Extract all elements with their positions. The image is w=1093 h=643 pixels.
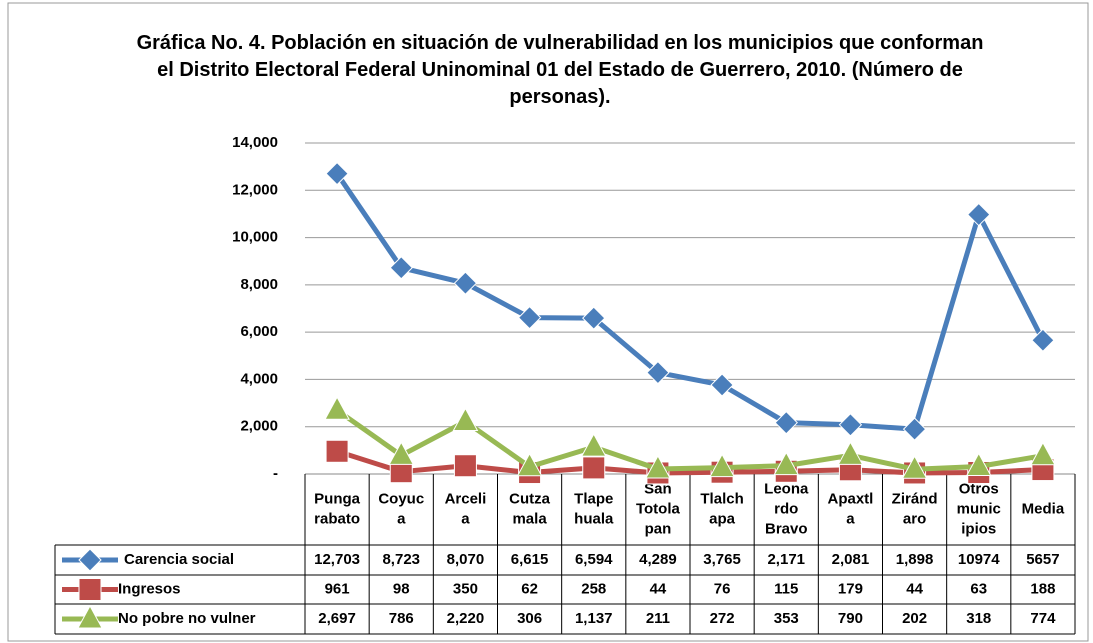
table-value: 8,070	[447, 551, 485, 568]
table-value: 10974	[958, 551, 1000, 568]
table-value: 6,594	[575, 551, 613, 568]
y-tick-label: 8,000	[240, 276, 278, 293]
marker	[837, 441, 864, 465]
marker	[389, 256, 413, 280]
x-tick-label: Arceli a	[445, 490, 487, 527]
x-tick-label: Punga rabato	[314, 490, 360, 527]
marker	[1031, 328, 1055, 352]
y-tick-label: 12,000	[232, 181, 278, 198]
table-value: 272	[710, 610, 735, 627]
marker	[582, 456, 606, 480]
table-value: 786	[389, 610, 414, 627]
marker	[967, 202, 991, 227]
y-tick-label: 4,000	[240, 370, 278, 387]
table-value: 3,765	[703, 551, 741, 568]
table-value: 961	[325, 580, 350, 597]
x-tick-label: Media	[1022, 500, 1065, 517]
marker	[646, 360, 670, 385]
table-value: 4,289	[639, 551, 677, 568]
marker	[580, 433, 607, 457]
table-value: 98	[393, 580, 410, 597]
marker	[452, 407, 479, 432]
x-tick-label: Apaxtl a	[827, 490, 873, 527]
table-value: 2,081	[832, 551, 870, 568]
table-value: 2,171	[767, 551, 805, 568]
table-value: 44	[906, 580, 923, 597]
table-value: 1,137	[575, 610, 613, 627]
table-value: 76	[714, 580, 731, 597]
marker	[388, 441, 415, 465]
marker	[902, 417, 927, 441]
table-value: 353	[774, 610, 799, 627]
table-value: 350	[453, 580, 478, 597]
chart-frame	[7, 2, 1089, 642]
x-tick-label: Leona rdo Bravo	[764, 480, 809, 537]
series-line	[335, 172, 1046, 432]
legend-label: No pobre no vulner	[118, 610, 256, 627]
marker	[453, 271, 478, 295]
table-value: 1,898	[896, 551, 934, 568]
table-value: 44	[650, 580, 667, 597]
marker	[645, 454, 671, 479]
x-tick-label: Coyuc a	[378, 490, 424, 527]
table-value: 63	[970, 580, 987, 597]
marker	[325, 439, 349, 463]
marker	[453, 454, 477, 478]
table-value: 8,723	[382, 551, 420, 568]
marker	[774, 410, 798, 435]
table-value: 318	[966, 610, 991, 627]
legend-marker	[77, 604, 103, 629]
marker	[517, 305, 542, 330]
marker	[901, 455, 928, 479]
table-value: 2,697	[318, 610, 356, 627]
x-tick-label: San Totola pan	[636, 480, 681, 537]
y-tick-label: 6,000	[240, 323, 278, 340]
x-tick-label: Otros munic ipios	[957, 480, 1001, 537]
table-value: 202	[902, 610, 927, 627]
series-line	[335, 408, 1044, 472]
table-value: 188	[1030, 580, 1055, 597]
marker	[773, 451, 800, 476]
marker	[324, 396, 350, 420]
table-value: 179	[838, 580, 863, 597]
table-value: 12,703	[314, 551, 360, 568]
x-tick-label: Tlalch apa	[700, 490, 743, 527]
table-value: 5657	[1026, 551, 1059, 568]
y-tick-label: 2,000	[240, 418, 278, 435]
x-tick-label: Ziránd aro	[892, 490, 938, 527]
table-value: 211	[646, 610, 670, 627]
table-value: 790	[838, 610, 863, 627]
marker	[582, 306, 606, 330]
table-value: 258	[581, 580, 606, 597]
marker	[710, 373, 734, 397]
chart-title: Gráfica No. 4. Población en situación de…	[136, 32, 984, 108]
legend-label: Carencia social	[124, 551, 234, 568]
marker	[1030, 441, 1056, 466]
y-tick-label: 10,000	[232, 229, 278, 246]
table-value: 306	[517, 610, 542, 627]
marker	[516, 452, 543, 477]
table-value: 6,615	[511, 551, 549, 568]
x-tick-label: Cutza mala	[509, 490, 550, 527]
table-value: 774	[1030, 610, 1056, 627]
marker	[838, 413, 863, 437]
y-tick-label: 14,000	[232, 134, 278, 151]
marker	[965, 452, 992, 476]
legend-marker	[78, 578, 102, 601]
x-tick-label: Tlape huala	[574, 490, 614, 527]
table-value: 62	[521, 580, 538, 597]
y-tick-label: -	[273, 465, 278, 482]
marker	[709, 453, 735, 478]
legend-marker	[78, 548, 102, 572]
table-value: 115	[774, 580, 798, 597]
legend-label: Ingresos	[118, 580, 181, 597]
table-value: 2,220	[447, 610, 485, 627]
marker	[325, 161, 349, 186]
